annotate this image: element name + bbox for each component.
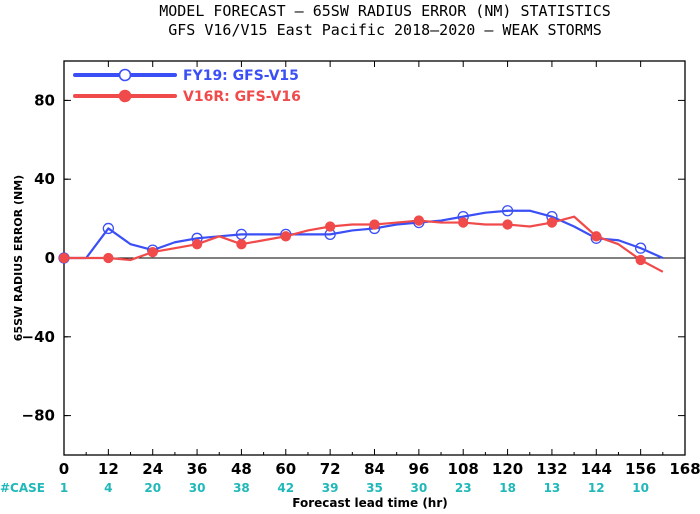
case-count: 42 — [277, 481, 294, 495]
case-count: 4 — [104, 481, 112, 495]
case-count-label: #CASE — [0, 481, 45, 495]
data-point — [502, 219, 513, 230]
x-tick-label: 132 — [536, 460, 567, 478]
x-tick-label: 48 — [231, 460, 252, 478]
series-line — [64, 209, 664, 260]
y-tick-label: −80 — [22, 407, 55, 425]
y-tick-label: 0 — [45, 249, 55, 267]
data-point — [634, 242, 647, 254]
x-tick-label: 168 — [669, 460, 700, 478]
case-count: 20 — [144, 481, 161, 495]
series-layer — [58, 205, 664, 273]
y-tick-label: −40 — [22, 328, 55, 346]
case-count: 30 — [189, 481, 206, 495]
legend-marker — [118, 89, 132, 103]
case-count: 39 — [322, 481, 339, 495]
legend-marker — [118, 68, 132, 82]
x-tick-label: 0 — [59, 460, 69, 478]
x-tick-label: 24 — [142, 460, 163, 478]
series-line — [64, 215, 664, 273]
data-point — [369, 219, 380, 230]
data-point — [458, 217, 469, 228]
x-tick-label: 60 — [275, 460, 296, 478]
case-count: 10 — [632, 481, 649, 495]
x-tick-label: 156 — [625, 460, 656, 478]
x-tick-label: 120 — [492, 460, 523, 478]
x-tick-label: 108 — [448, 460, 479, 478]
x-axis-label: Forecast lead time (hr) — [292, 496, 448, 510]
case-count: 35 — [366, 481, 383, 495]
legend: FY19: GFS-V15 V16R: GFS-V16 — [73, 68, 301, 105]
case-count: 1 — [60, 481, 68, 495]
case-count: 13 — [544, 481, 561, 495]
data-point — [591, 231, 602, 242]
data-point — [413, 215, 425, 226]
y-axis-label: 65SW RADIUS ERROR (NM) — [12, 175, 25, 341]
case-count: 30 — [411, 481, 428, 495]
data-point — [635, 254, 646, 266]
data-point — [546, 217, 558, 228]
x-tick-label: 12 — [98, 460, 119, 478]
x-tick-label: 144 — [581, 460, 612, 478]
axes-layer: 0 12 24 36 48 60 72 84 96 108 120 132 144 156 168−80−4… — [22, 60, 700, 495]
data-point — [280, 231, 291, 242]
x-tick-label: 72 — [320, 460, 341, 478]
chart-title: MODEL FORECAST – 65SW RADIUS ERROR (NM) … — [159, 2, 611, 20]
x-tick-label: 96 — [408, 460, 429, 478]
data-point — [324, 221, 336, 232]
case-count: 12 — [588, 481, 605, 495]
series-gfs-v16 — [58, 215, 664, 273]
data-point — [102, 222, 115, 235]
legend-label: V16R: GFS-V16 — [183, 89, 301, 105]
data-point — [103, 252, 114, 264]
x-tick-label: 36 — [187, 460, 208, 478]
data-point — [58, 252, 70, 264]
case-count: 23 — [455, 481, 472, 495]
y-tick-label: 40 — [34, 170, 55, 188]
chart-subtitle: GFS V16/V15 East Pacific 2018–2020 – WEA… — [168, 21, 601, 39]
data-point — [501, 205, 514, 217]
data-point — [191, 239, 203, 250]
x-tick-label: 84 — [364, 460, 385, 478]
y-tick-label: 80 — [34, 91, 55, 109]
case-count: 38 — [233, 481, 250, 495]
data-point — [236, 239, 247, 250]
legend-label: FY19: GFS-V15 — [183, 68, 299, 84]
data-point — [147, 246, 158, 258]
case-count: 18 — [499, 481, 516, 495]
